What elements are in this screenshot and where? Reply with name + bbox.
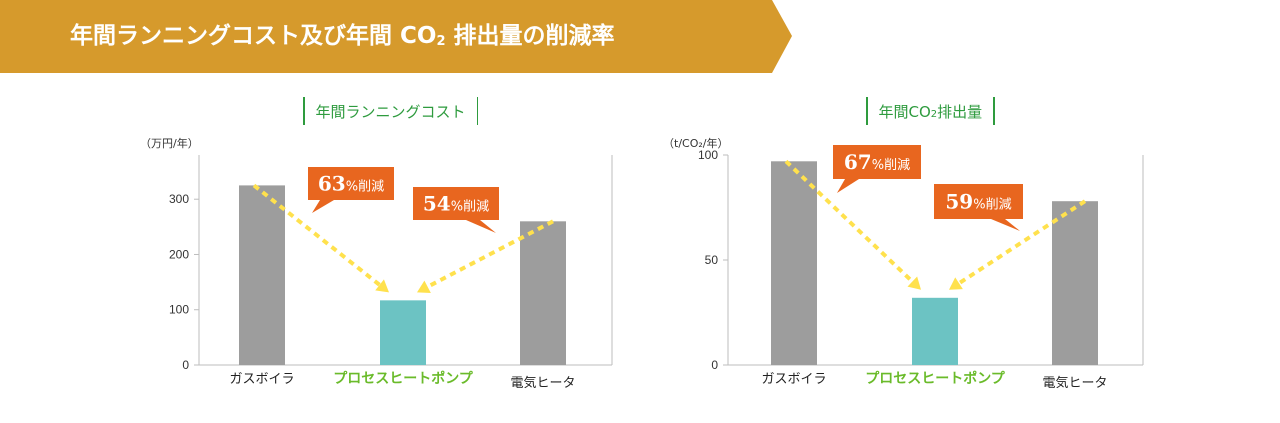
- bar: [520, 221, 566, 365]
- page-title: 年間ランニングコスト及び年間 CO2 排出量の削減率: [70, 23, 615, 49]
- callout-tail: [312, 200, 334, 213]
- callout-box: [308, 167, 394, 200]
- y-tick-label: 100: [169, 303, 189, 317]
- y-tick-label: 100: [698, 148, 718, 162]
- bar: [1052, 201, 1098, 365]
- banner-background: [0, 0, 792, 73]
- x-category-label: 電気ヒータ: [1042, 375, 1107, 391]
- callout-number: 59: [945, 190, 973, 214]
- reduction-arrow-head: [949, 277, 963, 290]
- x-category-label: 電気ヒータ: [510, 375, 575, 391]
- callout-text: %削減: [973, 197, 1011, 213]
- reduction-arrow-line: [957, 199, 1087, 285]
- chart-title-running-cost: 年間ランニングコスト: [292, 96, 489, 126]
- callout-tail: [991, 219, 1020, 231]
- y-tick-label: 50: [705, 253, 719, 267]
- y-unit-label: （万円/年）: [140, 136, 199, 150]
- callout-label: 54%削減: [423, 192, 489, 216]
- reduction-arrow-head: [907, 276, 921, 290]
- callout-box: [934, 184, 1023, 219]
- x-category-label: ガスボイラ: [761, 372, 826, 387]
- callout-box: [413, 187, 499, 220]
- x-category-label: プロセスヒートポンプ: [865, 370, 1006, 387]
- x-category-label: プロセスヒートポンプ: [333, 370, 474, 387]
- y-unit-label: （t/CO₂/年）: [663, 136, 728, 150]
- y-tick-label: 0: [182, 358, 189, 372]
- reduction-arrow-line: [426, 219, 554, 289]
- bar: [771, 161, 817, 365]
- callout-text: %削減: [346, 179, 384, 195]
- callout-text: %削減: [872, 157, 910, 173]
- callout-box: [833, 145, 921, 179]
- reduction-arrow-head: [375, 279, 389, 293]
- x-category-label: ガスボイラ: [229, 372, 294, 387]
- callout-tail: [837, 179, 859, 193]
- reduction-arrow-head: [417, 280, 431, 293]
- callout-text: %削減: [451, 199, 489, 215]
- bar: [239, 185, 285, 365]
- title-bracket-right: [476, 97, 479, 125]
- callout-label: 67%削減: [844, 150, 910, 174]
- callout-label: 59%削減: [945, 190, 1011, 214]
- title-bracket-right: [993, 97, 995, 125]
- y-tick-label: 200: [169, 247, 189, 261]
- reduction-arrow-line: [784, 159, 914, 283]
- callout-label: 63%削減: [318, 172, 384, 196]
- bar-highlight: [380, 300, 426, 365]
- reduction-arrow-line: [252, 183, 381, 287]
- y-tick-label: 300: [169, 192, 189, 206]
- title-bracket-left: [303, 97, 305, 125]
- callout-number: 54: [423, 192, 451, 216]
- callout-number: 67: [844, 150, 872, 174]
- chart-title-co2: 年間CO 2 排出量: [855, 96, 1006, 126]
- callout-number: 63: [318, 172, 346, 196]
- y-tick-label: 0: [711, 358, 718, 372]
- title-bracket-left: [866, 97, 868, 125]
- callout-tail: [466, 220, 496, 233]
- title-banner: [0, 0, 792, 73]
- bar-highlight: [912, 297, 958, 365]
